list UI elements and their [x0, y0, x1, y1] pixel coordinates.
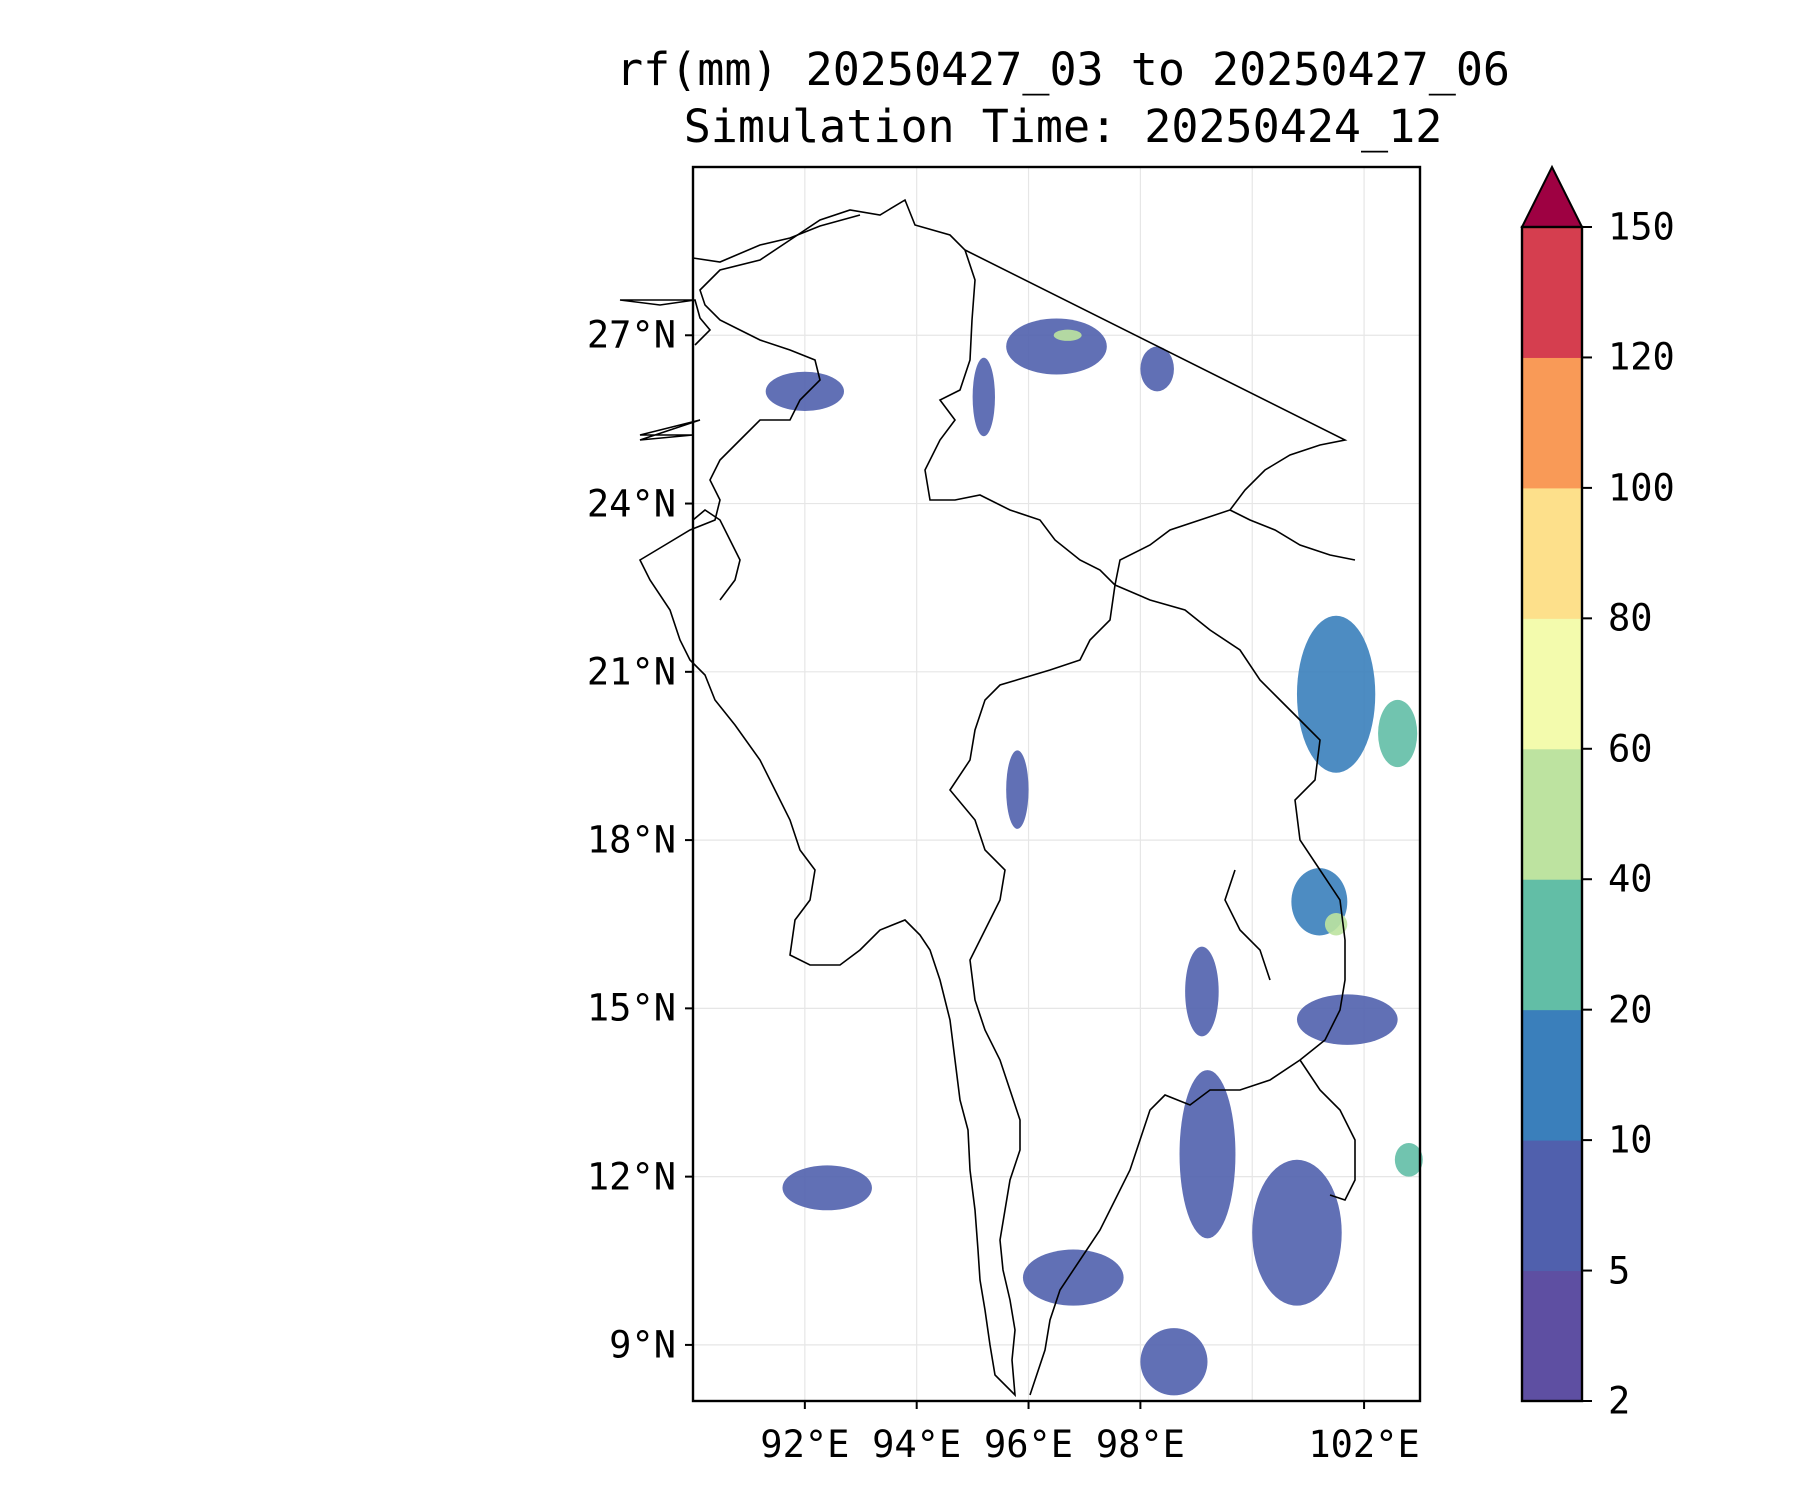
rain-area [1140, 1328, 1208, 1396]
colorbar-tick-label: 150 [1608, 205, 1675, 249]
thailand-laos-border [1029, 584, 1356, 1396]
myanmar-border [638, 198, 1116, 1398]
rain-area [1296, 994, 1398, 1045]
colorbar-segment [1522, 1140, 1582, 1272]
india-bangladesh-border [619, 299, 741, 601]
lon-tick-label: 96°E [983, 1423, 1074, 1466]
colorbar-segment [1522, 618, 1582, 750]
colorbar [1520, 164, 1592, 1403]
colorbar-segment [1522, 357, 1582, 489]
colorbar-tick-label: 5 [1608, 1249, 1631, 1293]
rain-area [782, 1165, 872, 1211]
rain-area [1179, 1070, 1236, 1239]
lon-tick-label: 102°E [1308, 1423, 1420, 1466]
colorbar-tick-label: 40 [1608, 857, 1653, 901]
rain-area [1140, 346, 1174, 392]
rain-area [1022, 1249, 1124, 1306]
coastlines-and-borders [619, 198, 1356, 1398]
rain-area [1006, 318, 1107, 375]
figure-subtitle: Simulation Time: 20250424_12 [683, 100, 1443, 153]
lon-tick-marks [803, 1401, 1366, 1409]
colorbar-extend-arrow [1520, 164, 1584, 228]
colorbar-segment [1522, 748, 1582, 880]
lon-tick-label: 92°E [760, 1423, 850, 1466]
colorbar-tick-label: 20 [1608, 988, 1653, 1032]
colorbar-tick-label: 10 [1608, 1118, 1653, 1162]
rain-area [1252, 1159, 1342, 1306]
china-border [964, 249, 1356, 586]
colorbar-tick-label: 60 [1608, 727, 1653, 771]
lon-tick-label: 98°E [1095, 1423, 1185, 1466]
rain-area [1185, 946, 1219, 1037]
rain-area [765, 371, 844, 411]
lat-tick-label: 27°N [586, 313, 676, 357]
lat-tick-label: 15°N [586, 986, 676, 1030]
rain-area [1006, 750, 1029, 829]
lat-tick-label: 18°N [586, 818, 676, 862]
lon-tick-label: 94°E [872, 1423, 962, 1466]
rain-area [972, 357, 995, 437]
colorbar-segment [1522, 1270, 1582, 1402]
colorbar-tick-label: 80 [1608, 596, 1653, 640]
rain-area [1394, 1142, 1423, 1177]
colorbar-segment [1522, 1009, 1582, 1141]
lat-tick-label: 24°N [586, 482, 676, 526]
colorbar-segment [1522, 227, 1582, 358]
rainfall-contours [765, 318, 1423, 1396]
rain-area [1296, 615, 1376, 773]
colorbar-segment [1522, 487, 1582, 619]
colorbar-tick-label: 100 [1608, 466, 1675, 510]
lat-tick-label: 9°N [609, 1323, 676, 1367]
tibet-border [692, 214, 861, 263]
colorbar-tick-label: 120 [1608, 335, 1675, 379]
map-frame [691, 165, 1422, 1403]
lat-tick-label: 12°N [586, 1155, 676, 1199]
lat-tick-label: 21°N [586, 650, 676, 694]
rain-area [1053, 329, 1082, 341]
lat-tick-marks [685, 334, 693, 1346]
colorbar-tick-label: 2 [1608, 1379, 1631, 1423]
colorbar-segment [1522, 879, 1582, 1011]
figure-title: rf(mm) 20250427_03 to 20250427_06 [615, 43, 1511, 96]
rain-area [1378, 699, 1418, 768]
colorbar-frame [1520, 225, 1584, 1403]
